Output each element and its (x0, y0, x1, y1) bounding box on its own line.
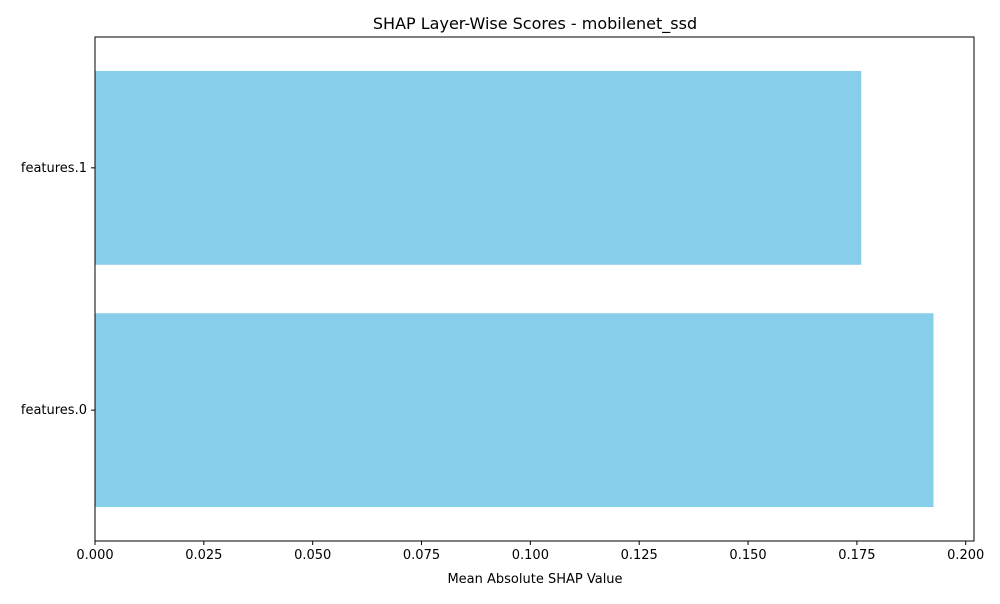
x-tick-label: 0.025 (185, 548, 222, 563)
x-tick-label: 0.075 (403, 548, 440, 563)
y-tick-label: features.1 (21, 161, 87, 176)
bars-layer (95, 70, 934, 508)
x-tick-label: 0.125 (621, 548, 658, 563)
chart-title: SHAP Layer-Wise Scores - mobilenet_ssd (373, 14, 697, 34)
x-axis-label: Mean Absolute SHAP Value (447, 572, 622, 587)
axes-layer: features.0 features.1 0.000 0.025 0.050 0.075… (21, 36, 984, 563)
x-tick-label: 0.000 (76, 548, 113, 563)
x-tick-label: 0.100 (512, 548, 549, 563)
x-tick-label: 0.175 (838, 548, 875, 563)
x-tick-label: 0.200 (947, 548, 984, 563)
plot-frame (94, 36, 975, 542)
x-tick-label: 0.150 (729, 548, 766, 563)
bar-features-0 (95, 313, 934, 508)
bar-features-1 (95, 70, 862, 265)
x-tick-label: 0.050 (294, 548, 331, 563)
y-tick-label: features.0 (21, 403, 87, 418)
